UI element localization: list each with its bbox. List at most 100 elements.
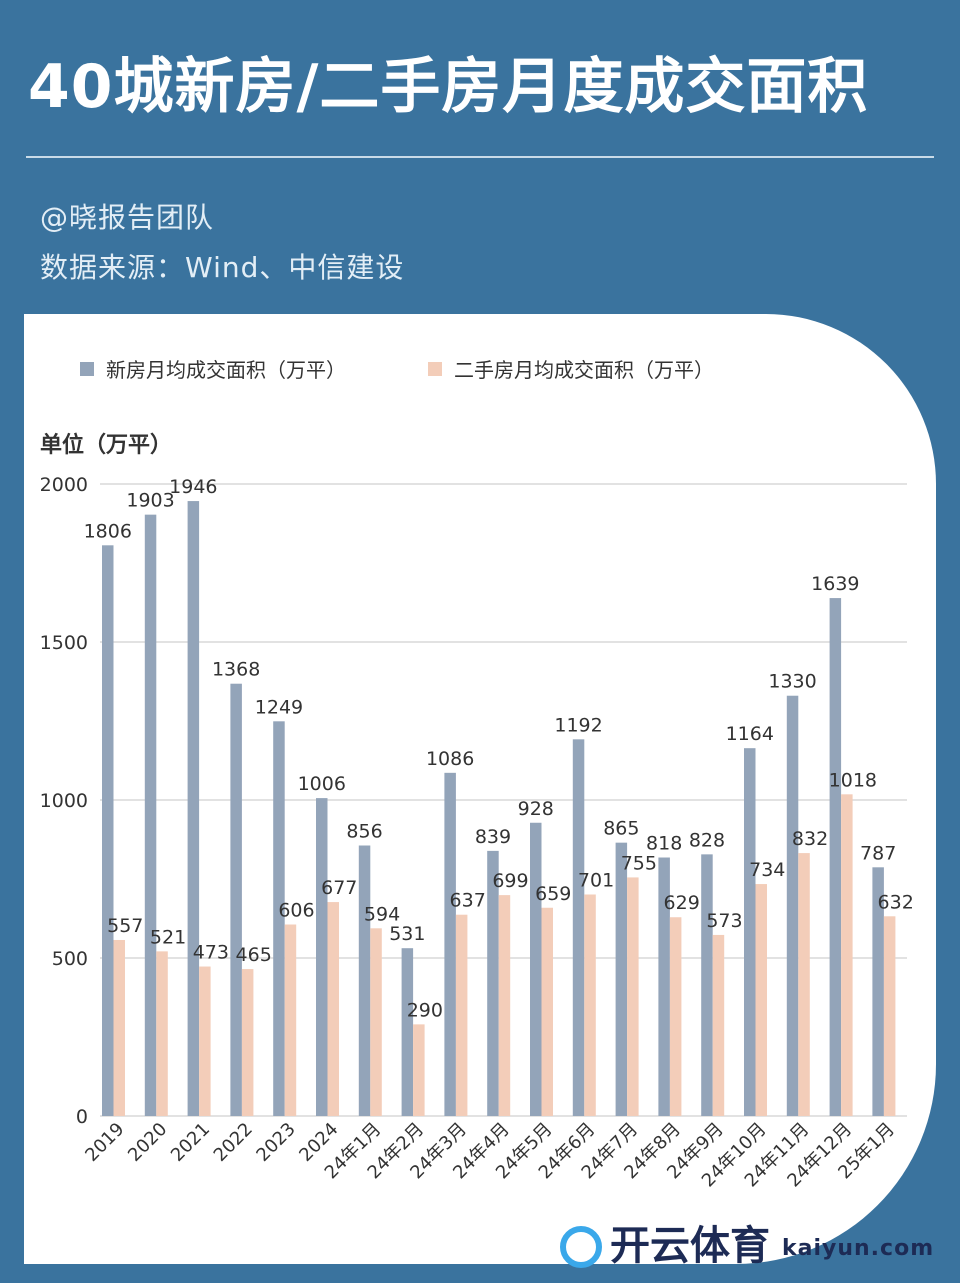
page-title: 40城新房/二手房月度成交面积 [28,52,869,122]
data-label: 1903 [126,490,174,512]
bar-second [755,884,767,1116]
y-tick-label: 500 [52,948,88,970]
data-label: 1086 [426,748,474,770]
y-tick-label: 0 [76,1106,88,1128]
watermark-cn: 开云体育 [610,1223,770,1269]
data-label: 701 [578,869,614,891]
data-label: 531 [389,923,425,945]
data-label: 734 [749,859,785,881]
data-label: 629 [664,892,700,914]
bar-second [156,951,168,1116]
watermark-logo: 开云体育 kaiyun.com [560,1222,950,1272]
y-tick-label: 2000 [40,474,88,496]
bar-second [241,969,254,1116]
y-tick-label: 1500 [40,632,88,654]
bar-second [327,902,339,1116]
bar-second [370,928,382,1116]
x-tick-label: 2019 [81,1119,128,1166]
data-label: 632 [878,891,914,913]
legend-swatch-1 [428,362,442,376]
data-label: 557 [107,915,143,937]
bar-second [798,853,810,1116]
bar-second [841,794,853,1116]
y-axis-label: 单位（万平） [40,432,172,458]
data-label: 1368 [212,659,260,681]
legend-label-0: 新房月均成交面积（万平） [106,358,346,382]
bar-new [530,822,542,1116]
divider [26,156,934,158]
bar-second [584,894,596,1116]
data-label: 1639 [811,573,859,595]
data-label: 637 [450,890,486,912]
bar-second [498,895,511,1116]
data-label: 1946 [169,476,217,498]
chart-card [24,314,936,1264]
bar-new [658,857,670,1116]
x-tick-label: 2022 [210,1119,257,1166]
bar-new [572,739,585,1116]
x-tick-label: 2023 [252,1119,299,1166]
data-label: 1249 [255,696,303,718]
data-label: 865 [603,818,639,840]
bar-new [615,842,628,1116]
data-label: 659 [535,883,571,905]
data-label: 1018 [829,769,877,791]
bar-new [273,721,285,1116]
x-tick-label: 2021 [167,1119,214,1166]
data-label: 818 [646,833,682,855]
data-label: 699 [492,870,528,892]
data-label: 856 [346,821,382,843]
bar-second [627,877,639,1116]
soccer-ball-icon [560,1226,602,1268]
data-label: 1164 [726,723,774,745]
bar-new [487,850,499,1116]
data-label: 677 [321,877,357,899]
data-label: 832 [792,828,828,850]
bar-second [113,939,125,1116]
watermark-en: kaiyun.com [782,1236,935,1261]
legend-label-1: 二手房月均成交面积（万平） [454,358,714,382]
bar-new [102,545,114,1116]
bar-new [230,683,242,1116]
bar-second [712,934,725,1116]
bar-second [883,916,896,1116]
data-label: 521 [150,926,186,948]
author: @晓报告团队 [40,201,215,234]
bar-second [284,924,297,1116]
bar-new [144,514,157,1116]
bar-second [669,917,682,1116]
data-label: 787 [860,842,896,864]
bar-new [401,948,414,1116]
data-label: 465 [236,944,272,966]
bar-new [701,854,713,1116]
data-label: 1192 [554,714,602,736]
bar-second [455,914,468,1116]
y-tick-label: 1000 [40,790,88,812]
bar-new [829,598,842,1116]
data-label: 594 [364,903,400,925]
bar-second [541,907,553,1116]
bar-new [358,845,371,1116]
data-label: 573 [706,910,742,932]
x-tick-label: 2020 [124,1119,171,1166]
data-label: 290 [407,999,443,1021]
data-label: 1806 [84,520,132,542]
data-label: 1006 [298,773,346,795]
bar-new [786,695,799,1116]
data-label: 1330 [768,671,816,693]
data-label: 928 [518,798,554,820]
legend-swatch-0 [80,362,94,376]
bar-new [187,501,200,1117]
bar-new [872,867,884,1116]
bar-new [744,748,756,1116]
bar-new [444,772,456,1116]
bar-new [316,798,328,1116]
data-label: 755 [621,852,657,874]
data-label: 606 [278,900,314,922]
data-label: 828 [689,829,725,851]
data-source: 数据来源：Wind、中信建设 [40,251,405,284]
bar-second [413,1024,425,1116]
data-label: 839 [475,826,511,848]
data-label: 473 [193,942,229,964]
